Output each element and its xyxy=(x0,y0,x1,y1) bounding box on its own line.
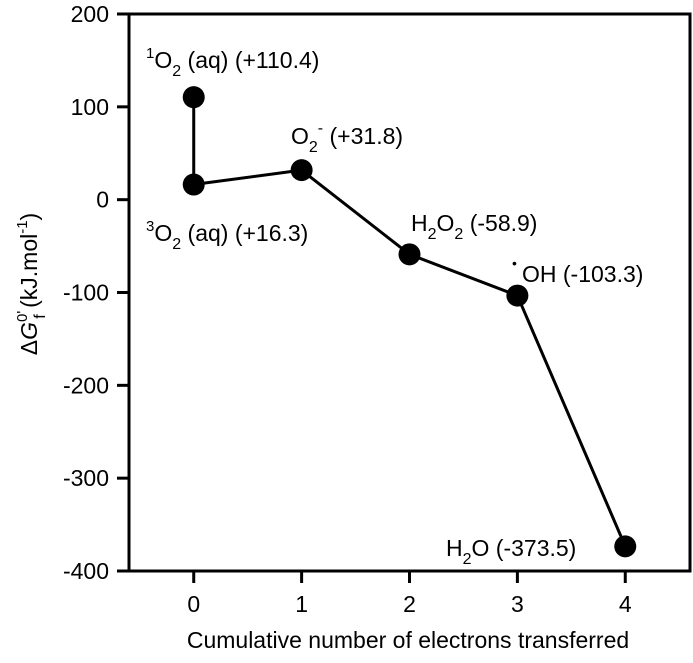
point-superoxide xyxy=(290,159,313,182)
x-tick-label: 1 xyxy=(295,591,308,617)
y-tick-label: -300 xyxy=(63,465,109,491)
y-tick-label: 200 xyxy=(71,1,109,27)
x-tick-label: 0 xyxy=(187,591,200,617)
label-superoxide: O2- (+31.8) xyxy=(291,120,403,156)
point-singlet-O2 xyxy=(182,86,205,109)
point-hydrogen-peroxide xyxy=(398,243,421,266)
x-tick-label: 3 xyxy=(511,591,524,617)
series-path xyxy=(192,97,627,547)
x-axis-title: Cumulative number of electrons transferr… xyxy=(187,627,629,653)
series-line xyxy=(192,97,627,547)
axes: 200 100 0 -100 -200 -300 -400 0 1 2 3 4 xyxy=(63,1,692,617)
y-tick-label: 0 xyxy=(96,187,109,213)
label-triplet-o2: 3O2 (aq) (+16.3) xyxy=(146,218,308,253)
point-triplet-O2 xyxy=(182,173,205,196)
label-water: H2O (-373.5) xyxy=(446,535,576,568)
y-tick-label: -200 xyxy=(63,372,109,398)
y-tick-label: -100 xyxy=(63,280,109,306)
point-hydroxyl-radical xyxy=(506,284,529,307)
y-axis-title: ΔG0'f (kJ.mol-1) xyxy=(14,213,49,355)
label-hydrogen-peroxide: H2O2 (-58.9) xyxy=(411,210,537,243)
x-tick-label: 4 xyxy=(619,591,632,617)
x-tick-label: 2 xyxy=(403,591,416,617)
y-tick-label: 100 xyxy=(71,94,109,120)
plot-frame xyxy=(127,12,692,573)
label-hydroxyl-radical: • OH (-103.3) xyxy=(512,255,643,287)
y-tick-label: -400 xyxy=(63,558,109,584)
data-points xyxy=(182,86,637,558)
point-water xyxy=(614,535,637,558)
label-singlet-o2: 1O2 (aq) (+110.4) xyxy=(146,45,319,80)
